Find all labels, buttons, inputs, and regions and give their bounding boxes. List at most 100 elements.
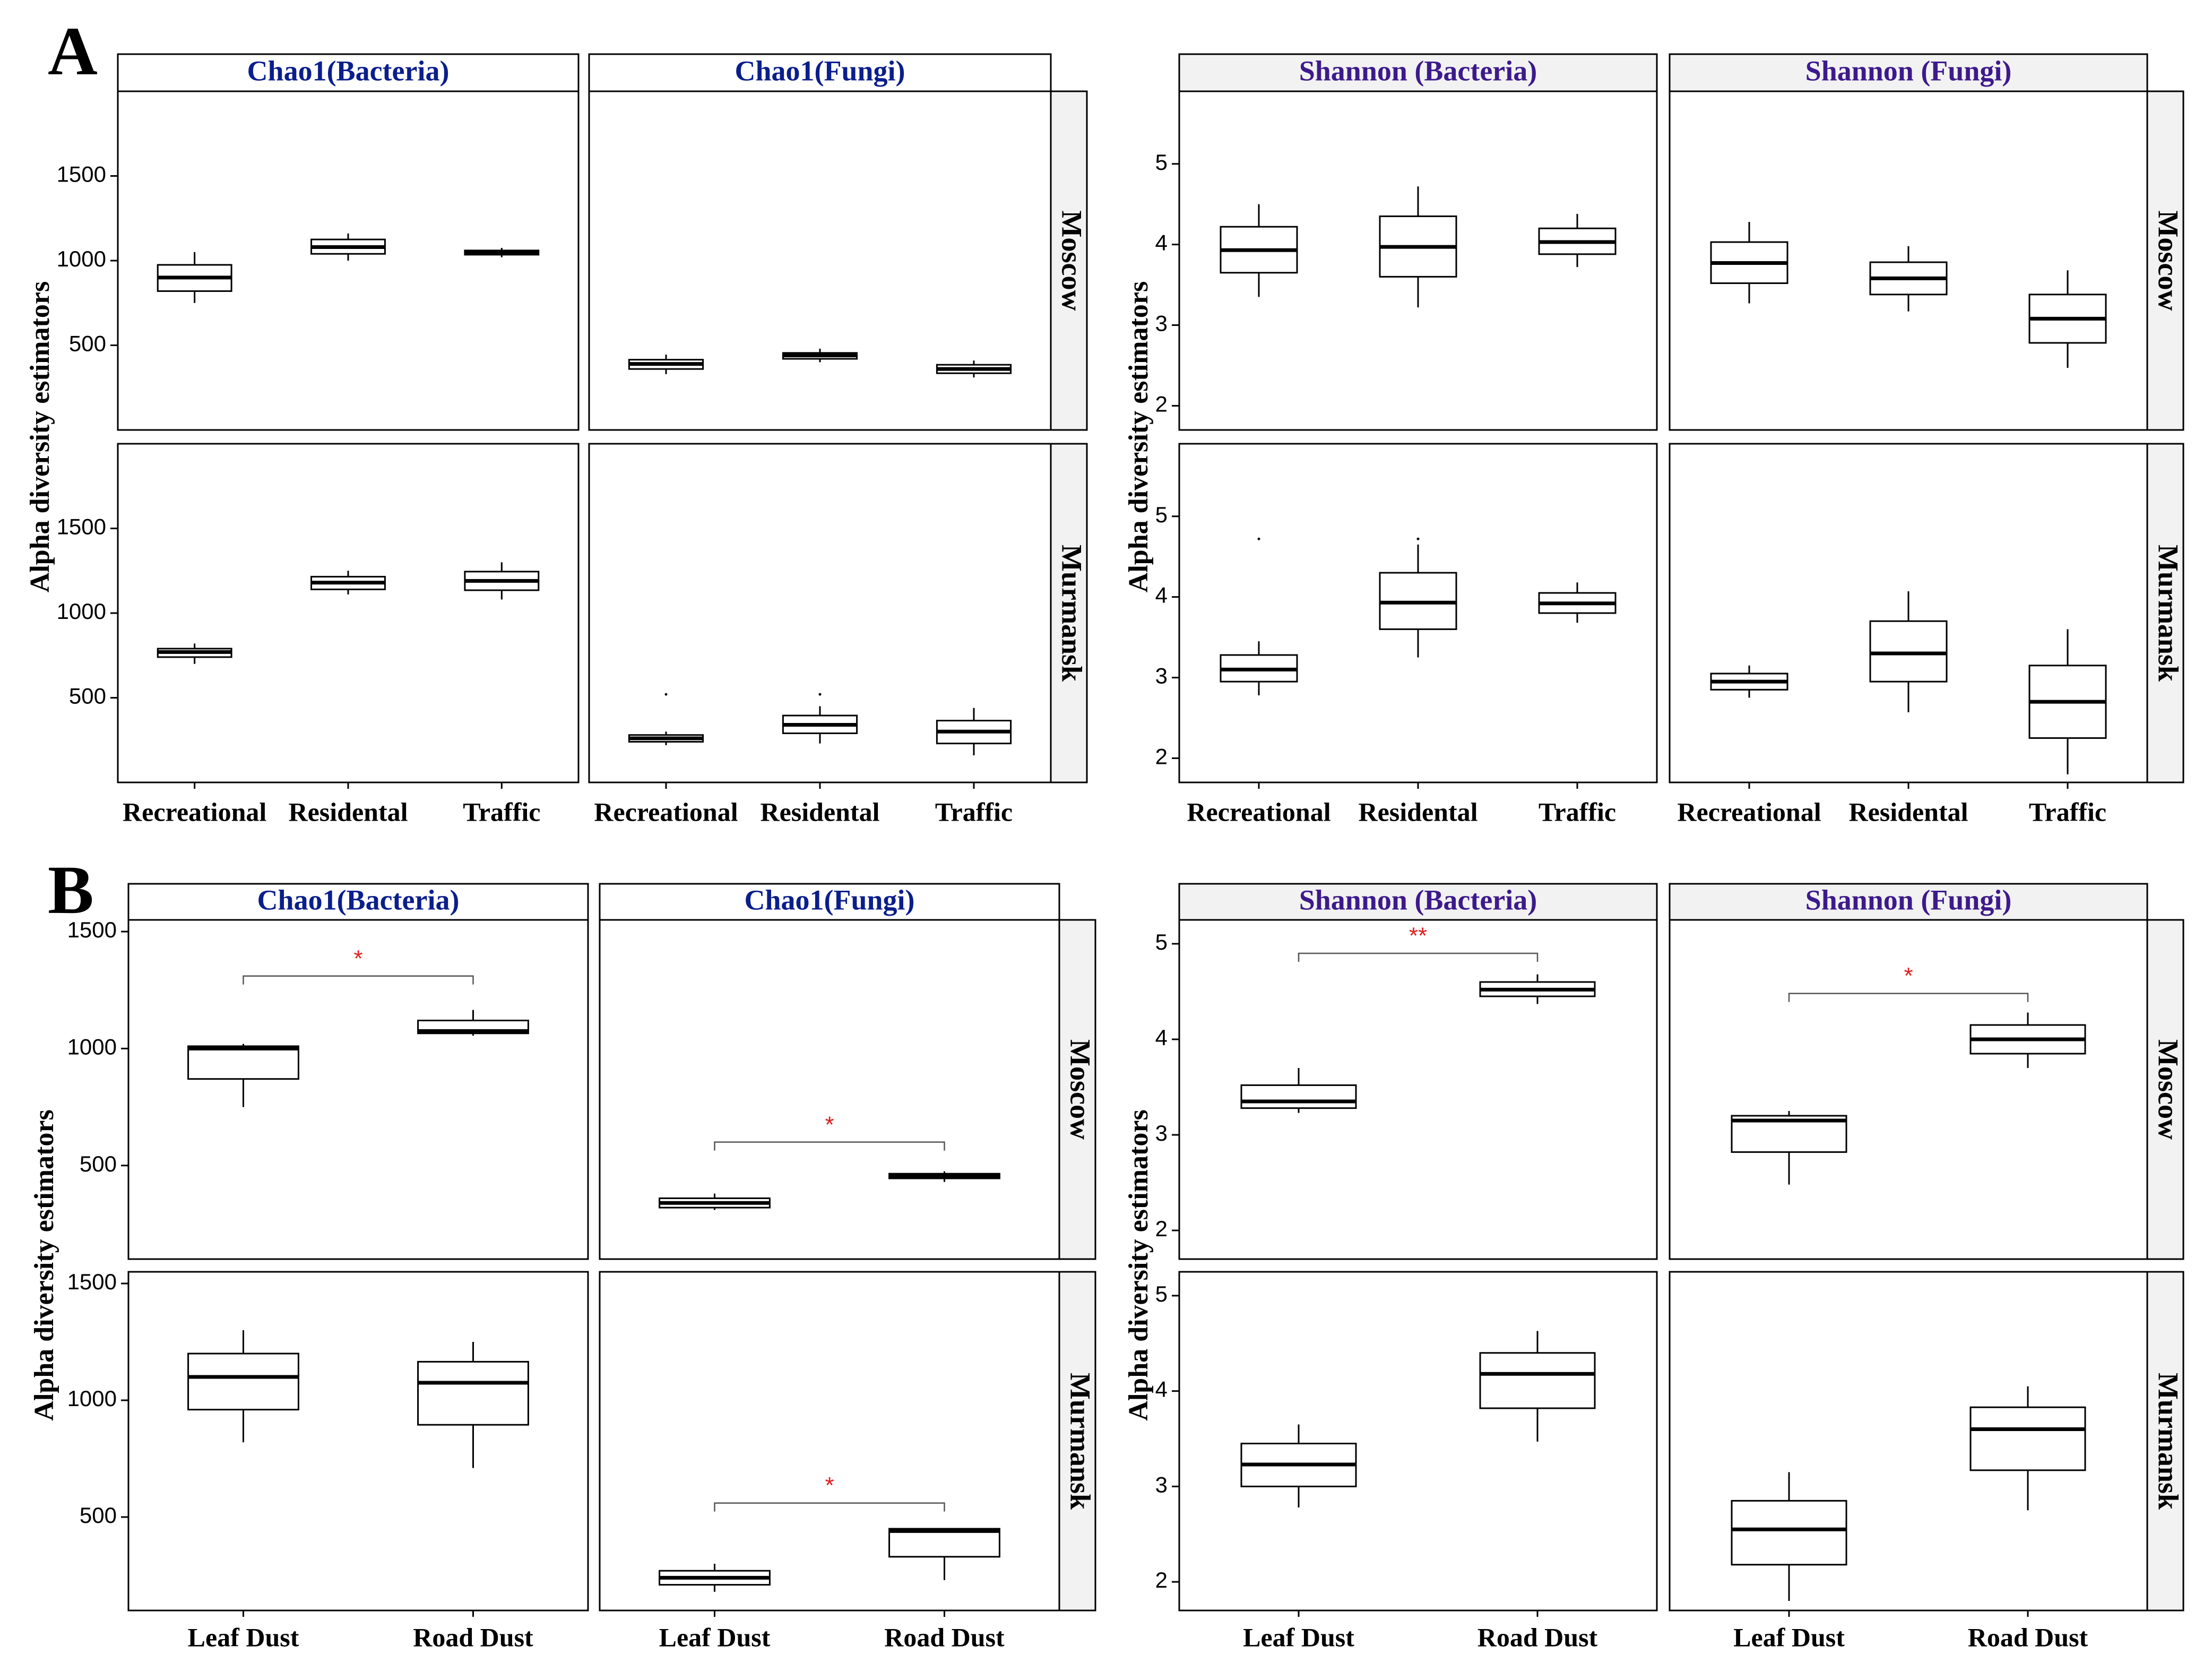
box-road-dust <box>417 1342 529 1468</box>
panel-moscow-2 <box>1669 90 2148 431</box>
column-title: Chao1(Fungi) <box>744 884 914 916</box>
y-tick-label: 1000 <box>67 1034 117 1059</box>
box-leaf-dust <box>1731 1472 1847 1601</box>
box-body <box>888 1528 1000 1558</box>
box-traffic <box>464 562 540 600</box>
column-strip <box>588 53 1052 92</box>
y-tick-label: 5 <box>1155 929 1168 954</box>
section-label: B <box>48 852 94 928</box>
row-label: Murmansk <box>1065 1373 1096 1510</box>
row-label: Murmansk <box>1056 545 1088 682</box>
x-tick-label: Leaf Dust <box>188 1622 299 1652</box>
panel-frame <box>1178 1271 1658 1612</box>
box-traffic <box>936 360 1012 378</box>
column-title: Chao1(Bacteria) <box>247 55 450 87</box>
box-recreational <box>157 643 232 664</box>
section-b: B Chao1(Bacteria) Chao1(Fungi) Moscow 500 100… <box>29 852 2184 1652</box>
x-tick-label: Leaf Dust <box>659 1622 771 1652</box>
box-road-dust <box>1479 1331 1596 1442</box>
significance-bracket <box>714 1502 945 1512</box>
box-traffic <box>1538 213 1617 268</box>
x-tick-label: Traffic <box>935 797 1013 826</box>
x-tick-label: Road Dust <box>1477 1622 1598 1652</box>
y-tick-label: 1000 <box>57 599 106 624</box>
y-tick-label: 1500 <box>57 162 106 187</box>
box-traffic <box>464 248 540 257</box>
outlier-point <box>664 693 668 696</box>
box-residental <box>310 571 386 595</box>
y-tick-label: 5 <box>1155 1281 1168 1306</box>
y-tick-label: 5 <box>1155 502 1168 527</box>
box-traffic <box>1538 582 1617 623</box>
y-axis-title: Alpha diversity estimators <box>25 281 55 592</box>
panel-murmansk-2 <box>1669 443 2148 783</box>
box-leaf-dust <box>1731 1111 1847 1185</box>
x-tick-label: Traffic <box>463 797 540 826</box>
box-body <box>417 1360 529 1426</box>
panel-moscow-2 <box>588 90 1052 431</box>
significance-bracket <box>1298 952 1539 962</box>
x-tick-label: Leaf Dust <box>1243 1622 1354 1652</box>
y-tick-label: 1500 <box>67 1269 117 1294</box>
panel-murmansk-1 <box>117 443 580 783</box>
panel-moscow-1: ** <box>1178 919 1658 1260</box>
panel-frame <box>588 90 1052 431</box>
box-body <box>1969 1406 2086 1471</box>
box-recreational <box>628 355 704 374</box>
panel-moscow-1 <box>1178 90 1658 431</box>
panel-group-shannon: Shannon (Bacteria) Shannon (Fungi) Moscow 2… <box>1124 883 2184 1652</box>
y-tick-label: 2 <box>1155 1216 1168 1241</box>
box-leaf-dust <box>1240 1424 1357 1507</box>
panel-moscow-1 <box>117 90 580 431</box>
panel-group-shannon: Shannon (Bacteria) Shannon (Fungi) Moscow 2… <box>1124 53 2184 826</box>
column-title: Chao1(Fungi) <box>735 55 905 87</box>
x-tick-label: Residental <box>761 797 880 826</box>
row-strip <box>2146 919 2184 1260</box>
section-a: A Chao1(Bacteria) Chao1(Fungi) Moscow 500 100… <box>25 13 2184 827</box>
box-residental <box>1869 246 1948 312</box>
y-tick-label: 500 <box>80 1151 117 1176</box>
y-tick-label: 4 <box>1155 583 1168 608</box>
significance-label: * <box>1904 963 1913 989</box>
row-strip <box>1050 443 1088 783</box>
column-strip <box>117 53 580 92</box>
significance-label: ** <box>1409 923 1427 949</box>
column-title: Shannon (Fungi) <box>1805 884 2012 916</box>
panel-murmansk-2 <box>588 443 1052 783</box>
box-residental <box>1379 186 1457 308</box>
x-tick-label: Recreational <box>123 797 266 826</box>
y-tick-label: 1500 <box>67 917 117 942</box>
x-tick-label: Traffic <box>1539 797 1616 826</box>
panel-moscow-1: * <box>127 919 589 1260</box>
y-tick-label: 4 <box>1155 1377 1168 1402</box>
box-road-dust <box>417 1010 529 1036</box>
row-strip <box>1050 90 1088 431</box>
box-leaf-dust <box>659 1193 771 1210</box>
panel-frame <box>127 1271 589 1612</box>
row-label: Moscow <box>2153 211 2184 311</box>
x-tick-label: Recreational <box>1677 797 1821 826</box>
box-leaf-dust <box>187 1044 299 1107</box>
x-tick-label: Residental <box>1359 797 1478 826</box>
y-tick-label: 500 <box>80 1503 117 1528</box>
y-axis-title: Alpha diversity estimators <box>1124 281 1154 592</box>
box-body <box>1869 620 1948 683</box>
significance-label: * <box>825 1112 834 1138</box>
y-tick-label: 5 <box>1155 150 1168 175</box>
box-leaf-dust <box>1240 1068 1357 1113</box>
y-tick-label: 1500 <box>57 514 106 539</box>
row-label: Murmansk <box>2153 1373 2184 1510</box>
panel-murmansk-2: * <box>599 1271 1060 1612</box>
section-label: A <box>48 13 98 90</box>
outlier-point <box>818 693 822 696</box>
y-tick-label: 3 <box>1155 664 1168 688</box>
x-tick-label: Residental <box>1849 797 1968 826</box>
outlier-point <box>1416 537 1420 540</box>
box-recreational <box>157 252 232 303</box>
box-residental <box>782 348 858 363</box>
box-residental <box>310 233 386 261</box>
box-leaf-dust <box>659 1564 771 1592</box>
column-strip <box>127 883 589 921</box>
box-body <box>1479 1352 1596 1409</box>
box-recreational <box>1710 665 1788 698</box>
